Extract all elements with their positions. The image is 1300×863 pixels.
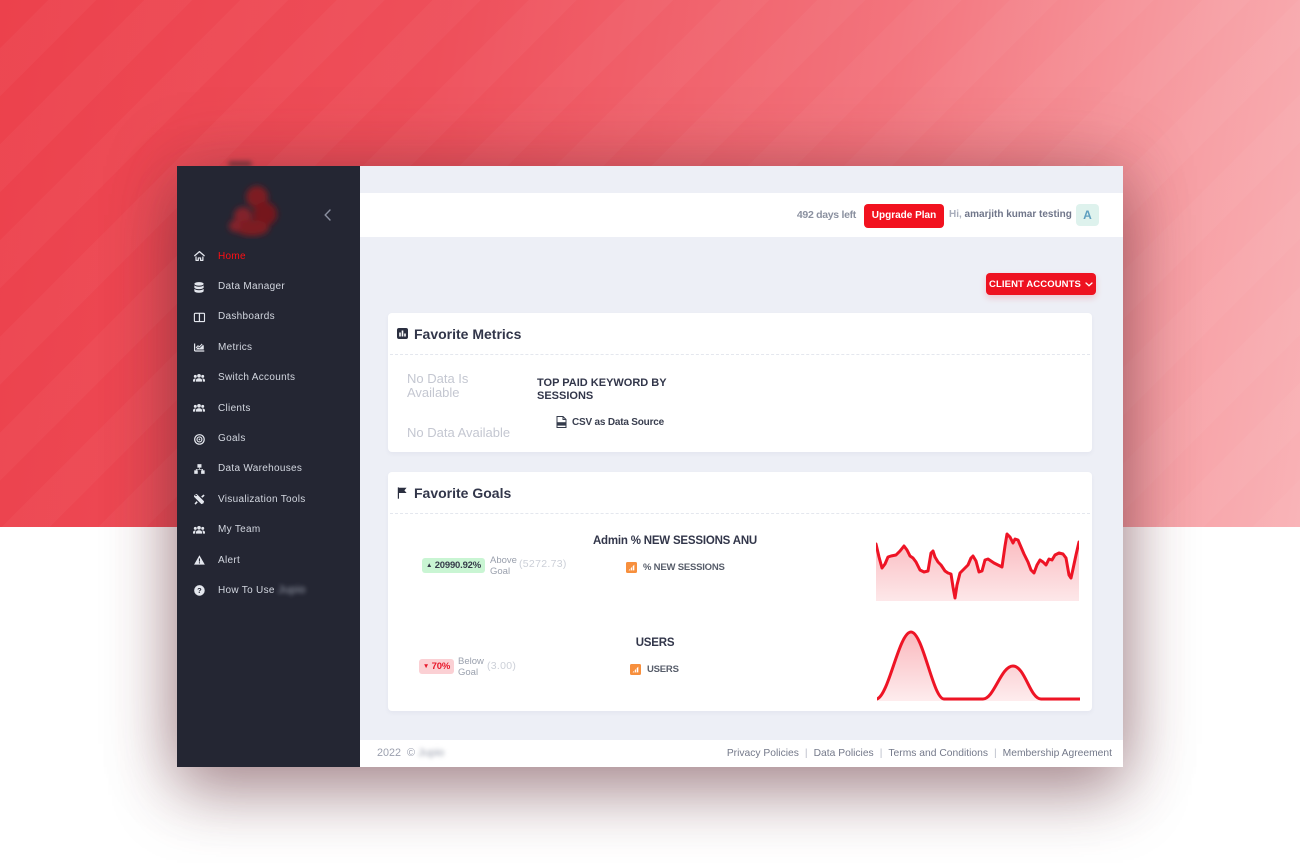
- svg-text:?: ?: [197, 586, 202, 595]
